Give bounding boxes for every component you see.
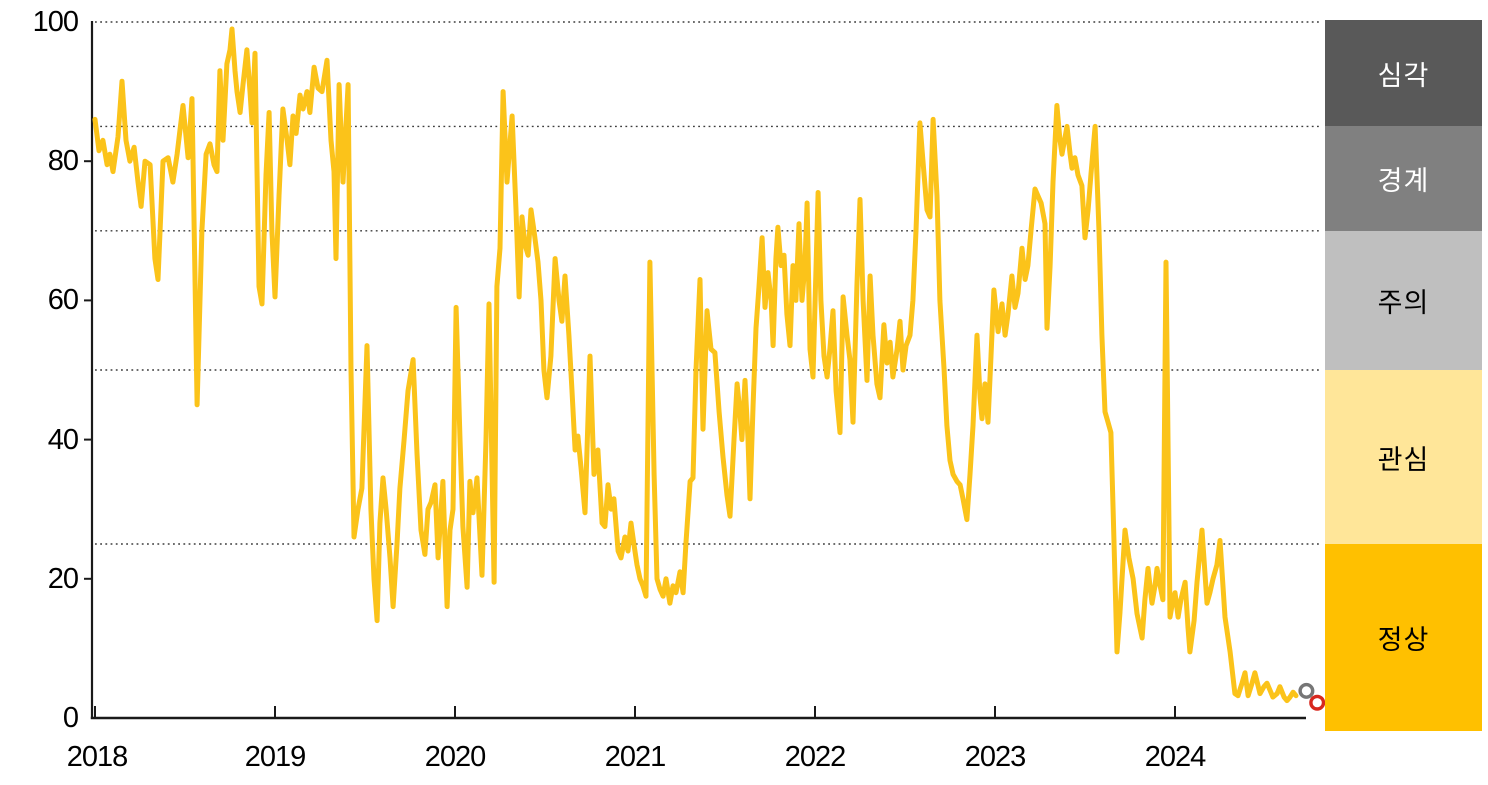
y-axis-label: 40	[47, 424, 79, 456]
y-axis-label: 0	[62, 702, 79, 734]
legend-band-label: 관심	[1377, 444, 1430, 475]
y-axis-label: 80	[47, 145, 79, 177]
x-axis-label: 2024	[1144, 741, 1207, 773]
x-axis-label: 2019	[244, 741, 307, 773]
y-axis-label: 100	[32, 6, 79, 38]
y-axis-label: 20	[47, 563, 79, 595]
y-axis-label: 60	[47, 284, 79, 316]
legend-band-alert: 경계	[1325, 126, 1482, 231]
legend-band-severe: 심각	[1325, 20, 1482, 127]
legend-band-label: 주의	[1377, 287, 1430, 318]
x-axis-label: 2022	[784, 741, 847, 773]
legend-band-label: 심각	[1377, 60, 1430, 91]
x-axis-label: 2020	[424, 741, 487, 773]
legend-band-label: 경계	[1377, 166, 1430, 197]
legend-band-interest: 관심	[1325, 370, 1482, 544]
legend-band-label: 정상	[1377, 625, 1430, 655]
x-axis-label: 2018	[66, 741, 129, 773]
x-axis-label: 2021	[604, 741, 667, 773]
legend-band-caution: 주의	[1325, 230, 1482, 370]
legend-band-normal: 정상	[1325, 544, 1482, 731]
x-axis-label: 2023	[964, 741, 1027, 773]
risk-level-legend: 심각 경계 주의 관심 정상	[1325, 0, 1482, 785]
